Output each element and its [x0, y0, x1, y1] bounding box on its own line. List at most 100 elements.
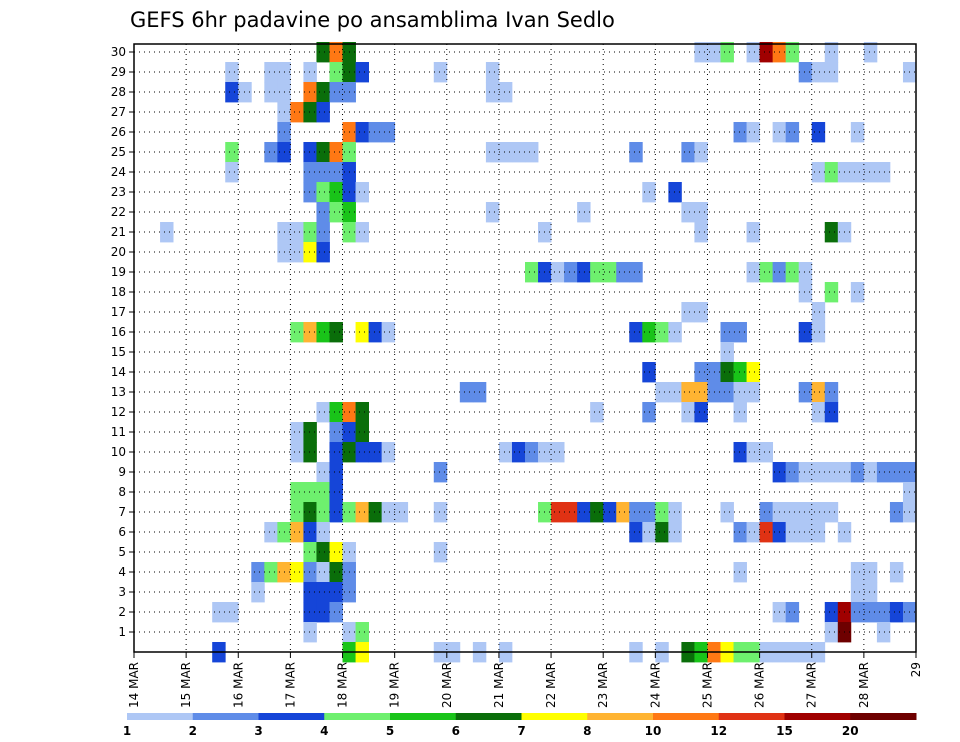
heatmap-cell [720, 382, 734, 403]
colorbar-label: 3 [254, 724, 262, 738]
y-tick-label: 15 [111, 345, 126, 359]
heatmap-cell [811, 162, 826, 183]
heatmap-cell [485, 142, 500, 163]
heatmap-cell [876, 602, 891, 623]
heatmap-cell [694, 402, 708, 423]
heatmap-cell [329, 582, 343, 603]
heatmap-cell [746, 222, 760, 243]
x-tick-label: 29 [909, 662, 923, 677]
colorbar-label: 6 [452, 724, 460, 738]
colorbar-swatch [521, 713, 588, 720]
colorbar-swatch [455, 713, 522, 720]
heatmap-cell [564, 262, 578, 283]
heatmap-cell [264, 82, 278, 103]
heatmap-cell [303, 182, 317, 203]
heatmap-cell [329, 402, 343, 423]
heatmap-cell [485, 82, 500, 103]
heatmap-cell [290, 482, 304, 503]
heatmap-cell [785, 462, 800, 483]
heatmap-cell [889, 602, 904, 623]
heatmap-cell [355, 222, 369, 243]
heatmap-cell [798, 462, 813, 483]
y-tick-label: 30 [111, 45, 126, 59]
heatmap-cell [850, 162, 865, 183]
heatmap-cell [629, 142, 643, 163]
heatmap-cell [746, 382, 760, 403]
x-tick-label: 27 MAR [805, 662, 819, 708]
heatmap-cell [303, 102, 317, 123]
y-tick-label: 14 [111, 365, 126, 379]
heatmap-cell [225, 162, 239, 183]
y-axis-ticks: 1234567891011121314151617181920212223242… [111, 45, 134, 639]
heatmap-cell [694, 42, 708, 63]
heatmap-cell [316, 582, 330, 603]
x-tick-label: 17 MAR [283, 662, 297, 708]
heatmap-cell [746, 42, 760, 63]
heatmap-cell [746, 362, 760, 383]
heatmap-cell [655, 502, 669, 523]
heatmap-cell [694, 202, 708, 223]
heatmap-cell [225, 142, 239, 163]
heatmap-cell [264, 562, 278, 583]
heatmap-cell [316, 42, 330, 63]
colorbar-swatch [850, 713, 917, 720]
heatmap-cell [316, 182, 330, 203]
heatmap-cell [811, 62, 826, 83]
colorbar-label: 1 [123, 724, 131, 738]
heatmap-cell [551, 442, 565, 463]
heatmap-cell [668, 182, 682, 203]
heatmap-cell [212, 602, 226, 623]
heatmap-cell [863, 582, 878, 603]
heatmap-cell [433, 462, 448, 483]
colorbar-swatch [653, 713, 720, 720]
y-tick-label: 10 [111, 445, 126, 459]
heatmap-cell [811, 462, 826, 483]
heatmap-cell [329, 42, 343, 63]
x-tick-label: 18 MAR [336, 662, 350, 708]
heatmap-cell [811, 302, 826, 323]
heatmap-cell [329, 422, 343, 443]
colorbar-swatch [127, 713, 194, 720]
x-tick-label: 28 MAR [857, 662, 871, 708]
heatmap-cell [824, 42, 839, 63]
heatmap-cell [850, 582, 865, 603]
heatmap-cell [694, 362, 708, 383]
heatmap-cell [733, 562, 747, 583]
y-tick-label: 29 [111, 65, 126, 79]
heatmap-cell [759, 262, 774, 283]
heatmap-cell [824, 282, 839, 303]
heatmap-cell [811, 522, 826, 543]
y-tick-label: 1 [118, 625, 126, 639]
heatmap-cell [798, 322, 813, 343]
heatmap-cell [629, 262, 643, 283]
heatmap-cell [303, 482, 317, 503]
heatmap-cell [303, 522, 317, 543]
heatmap-cell [590, 402, 604, 423]
heatmap-cell [720, 362, 734, 383]
heatmap-cell [303, 542, 317, 563]
y-tick-label: 3 [118, 585, 126, 599]
heatmap-cell [850, 562, 865, 583]
heatmap-cell [381, 122, 396, 143]
colorbar-swatch [390, 713, 457, 720]
heatmap-cell [824, 462, 839, 483]
heatmap-cell [329, 502, 343, 523]
heatmap-cell [668, 522, 682, 543]
heatmap-cell [264, 142, 278, 163]
heatmap-cell [824, 602, 839, 623]
heatmap-cell [316, 142, 330, 163]
heatmap-cells [160, 42, 917, 663]
heatmap-cell [290, 102, 304, 123]
heatmap-cell [655, 322, 669, 343]
heatmap-cell [629, 322, 643, 343]
heatmap-cell [876, 462, 891, 483]
heatmap-cell [746, 262, 760, 283]
heatmap-cell [433, 542, 448, 563]
y-tick-label: 22 [111, 205, 126, 219]
heatmap-cell [303, 582, 317, 603]
heatmap-cell [316, 542, 330, 563]
heatmap-cell [498, 142, 513, 163]
heatmap-cell [355, 622, 369, 643]
y-tick-label: 12 [111, 405, 126, 419]
heatmap-cell [577, 502, 591, 523]
